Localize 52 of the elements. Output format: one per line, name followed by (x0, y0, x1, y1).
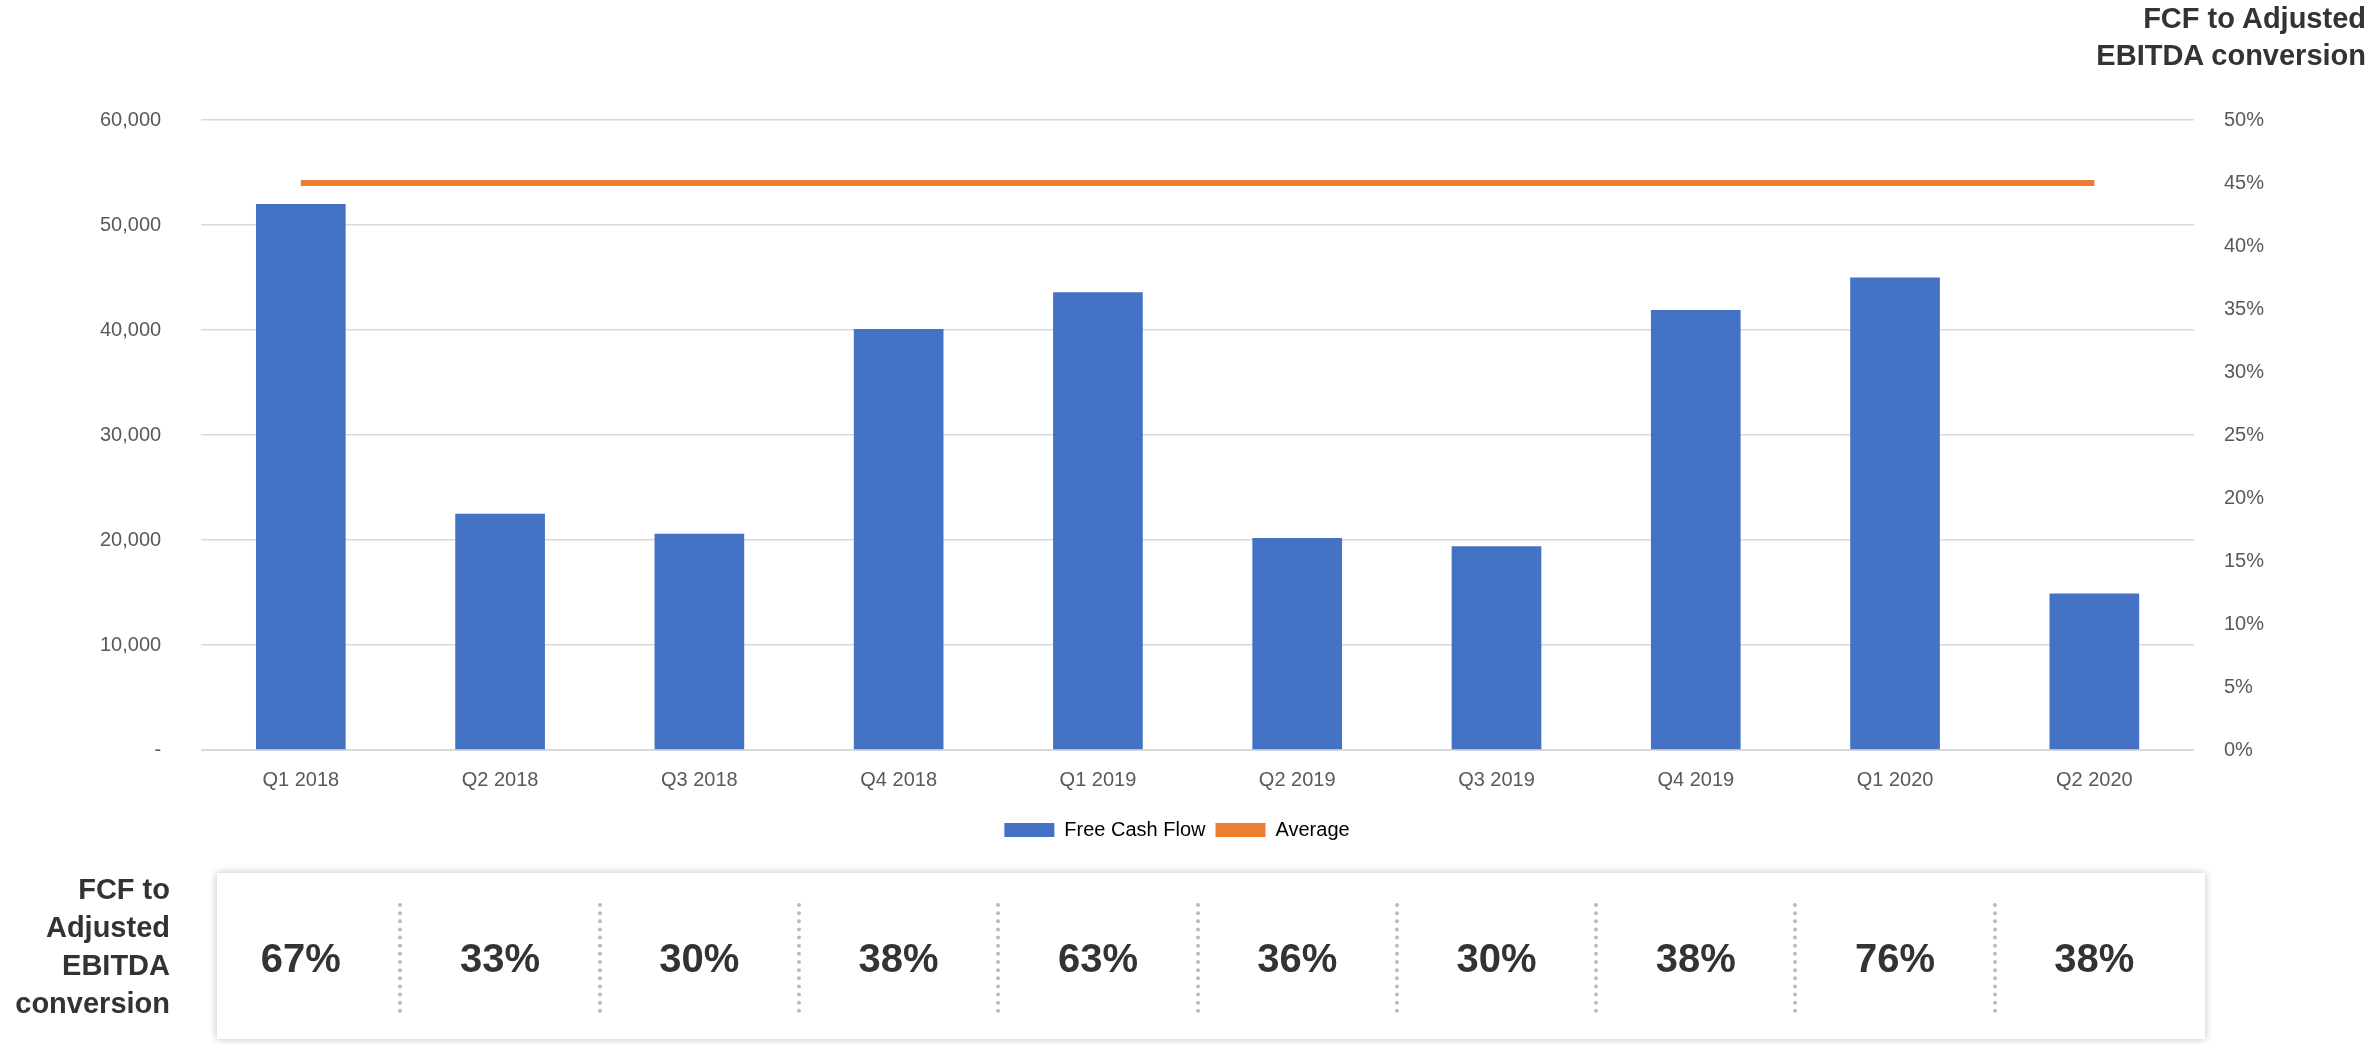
x-tick-label: Q1 2018 (262, 767, 340, 790)
y2-tick-label: 50% (2223, 107, 2265, 130)
x-tick-label: Q2 2018 (461, 767, 539, 790)
y2-tick-label: 25% (2223, 422, 2265, 445)
y2-tick-label: 15% (2223, 548, 2265, 571)
y-tick-label: 20,000 (100, 527, 162, 550)
y2-tick-label: 30% (2223, 359, 2265, 382)
text: 38% (2054, 935, 2135, 982)
bar (455, 513, 545, 750)
bar (1650, 310, 1741, 750)
bar (853, 328, 944, 750)
y-tick-label: 40,000 (100, 317, 162, 340)
bar (255, 204, 346, 750)
text: FCF to Adjusted EBITDA conversion (14, 872, 170, 1021)
bar (2049, 593, 2140, 750)
y2-tick-label: 0% (2223, 737, 2254, 760)
y2-tick-label: 45% (2223, 170, 2265, 193)
x-tick-label: Q4 2019 (1657, 767, 1735, 790)
y-tick-label: 30,000 (100, 422, 162, 445)
text: 30% (659, 935, 740, 982)
x-tick-label: Q4 2018 (860, 767, 938, 790)
y-tick-label: 10,000 (100, 632, 162, 655)
text: 63% (1057, 935, 1138, 982)
legend-label: Average (1275, 817, 1350, 840)
bar (654, 533, 745, 750)
bar (1850, 277, 1940, 750)
text: 76% (1855, 935, 1936, 982)
bar (1053, 292, 1143, 750)
legend-label: Free Cash Flow (1064, 817, 1207, 840)
y2-axis-title: FCF to Adjusted EBITDA conversion (2095, 1, 2366, 73)
y2-tick-label: 5% (2223, 674, 2254, 697)
y-tick-label: - (154, 737, 162, 760)
text: 38% (1655, 935, 1736, 982)
y-tick-label: 50,000 (100, 212, 162, 235)
y2-tick-label: 35% (2223, 296, 2265, 319)
bar (1451, 546, 1542, 750)
text: 36% (1257, 935, 1338, 982)
y-tick-label: 60,000 (100, 107, 162, 130)
text: 30% (1456, 935, 1537, 982)
x-tick-label: Q3 2019 (1458, 767, 1535, 790)
bar (1252, 537, 1343, 750)
y2-tick-label: 40% (2223, 233, 2265, 256)
x-tick-label: Q2 2020 (2055, 767, 2133, 790)
y2-tick-label: 10% (2223, 611, 2265, 634)
x-tick-label: Q1 2019 (1059, 767, 1137, 790)
text: 67% (260, 935, 341, 982)
y2-tick-label: 20% (2223, 485, 2265, 508)
x-tick-label: Q1 2020 (1856, 767, 1934, 790)
x-tick-label: Q3 2018 (661, 767, 738, 790)
x-tick-label: Q2 2019 (1258, 767, 1336, 790)
text: 38% (858, 935, 939, 982)
text: 33% (460, 935, 541, 982)
